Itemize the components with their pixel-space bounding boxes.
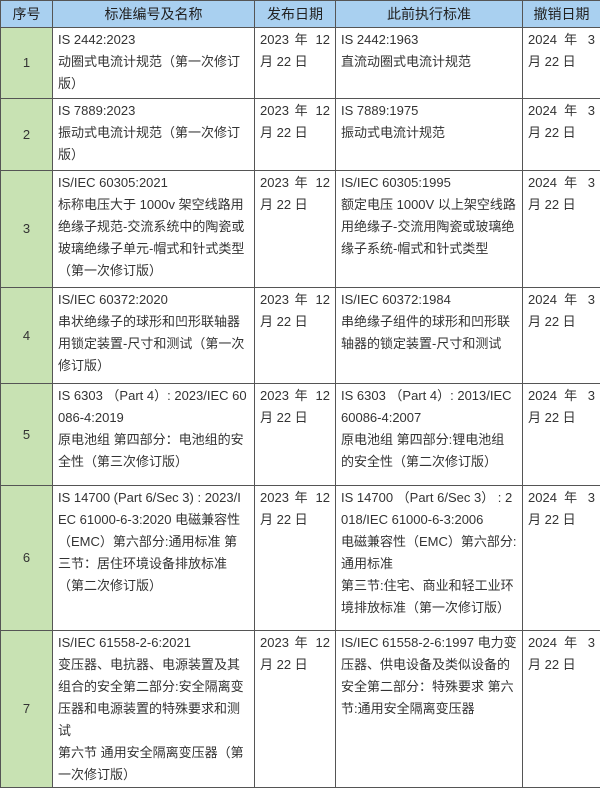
previous-standard-cell-line: 串绝缘子组件的球形和凹形联轴器的锁定装置-尺寸和测试 xyxy=(341,311,517,355)
standard-cell-line: IS/IEC 60305:2021 xyxy=(58,172,249,194)
previous-standard-cell-line: 直流动圈式电流计规范 xyxy=(341,51,517,73)
published-date: 2023 年 12 月 22 日 xyxy=(255,99,336,171)
previous-standard-cell-line: IS/IEC 61558-2-6:1997 电力变压器、供电设备及类似设备的安全… xyxy=(341,632,517,720)
row-index: 3 xyxy=(1,171,53,288)
withdrawn-date: 2024 年 3 月 22 日 xyxy=(523,486,600,631)
published-date: 2023 年 12 月 22 日 xyxy=(255,28,336,99)
standard-cell-line: IS 7889:2023 xyxy=(58,100,249,122)
standard-cell-line: IS/IEC 60372:2020 xyxy=(58,289,249,311)
previous-standard-cell-line: IS/IEC 60372:1984 xyxy=(341,289,517,311)
standard-cell-line: 动圈式电流计规范（第一次修订版） xyxy=(58,51,249,95)
previous-standard-cell-line: IS 2442:1963 xyxy=(341,29,517,51)
previous-standard-cell-line: IS 6303 （Part 4）: 2013/IEC 60086-4:2007 xyxy=(341,385,517,429)
previous-standard-cell-line: IS/IEC 60305:1995 xyxy=(341,172,517,194)
row-index: 6 xyxy=(1,486,53,631)
standard-cell-line: 标称电压大于 1000v 架空线路用绝缘子规范-交流系统中的陶瓷或玻璃绝缘子单元… xyxy=(58,194,249,282)
withdrawn-date: 2024 年 3 月 22 日 xyxy=(523,99,600,171)
previous-standard-cell-line: 原电池组 第四部分:锂电池组的安全性（第二次修订版） xyxy=(341,429,517,473)
previous-standard-cell-line: 额定电压 1000V 以上架空线路用绝缘子-交流用陶瓷或玻璃绝缘子系统-帽式和针… xyxy=(341,194,517,260)
previous-standard-cell-line: IS 14700 （Part 6/Sec 3） : 2018/IEC 61000… xyxy=(341,487,517,531)
standard-cell-line: 振动式电流计规范（第一次修订版） xyxy=(58,122,249,166)
header-standard: 标准编号及名称 xyxy=(53,1,255,28)
previous-standard-cell-line: IS 7889:1975 xyxy=(341,100,517,122)
row-index: 4 xyxy=(1,288,53,384)
published-date: 2023 年 12 月 22 日 xyxy=(255,384,336,486)
header-index: 序号 xyxy=(1,1,53,28)
standard-cell-line: IS 2442:2023 xyxy=(58,29,249,51)
table-header-row: 序号 标准编号及名称 发布日期 此前执行标准 撤销日期 xyxy=(1,1,600,28)
row-index: 2 xyxy=(1,99,53,171)
standard-cell-line: IS 14700 (Part 6/Sec 3) : 2023/IEC 61000… xyxy=(58,487,249,597)
header-withdrawn: 撤销日期 xyxy=(523,1,600,28)
published-date: 2023 年 12 月 22 日 xyxy=(255,288,336,384)
standard-cell-line: 原电池组 第四部分：电池组的安全性（第三次修订版） xyxy=(58,429,249,473)
standard-cell: IS 14700 (Part 6/Sec 3) : 2023/IEC 61000… xyxy=(53,486,255,631)
standard-cell-line: IS 6303 （Part 4）: 2023/IEC 60086-4:2019 xyxy=(58,385,249,429)
published-date: 2023 年 12 月 22 日 xyxy=(255,171,336,288)
row-index: 1 xyxy=(1,28,53,99)
previous-standard-cell-line: 振动式电流计规范 xyxy=(341,122,517,144)
standard-cell-line: IS/IEC 61558-2-6:2021 xyxy=(58,632,249,654)
standard-cell-line: 变压器、电抗器、电源装置及其组合的安全第二部分:安全隔离变压器和电源装置的特殊要… xyxy=(58,654,249,742)
previous-standard-cell-line: 第三节:住宅、商业和轻工业环境排放标准（第一次修订版） xyxy=(341,575,517,619)
withdrawn-date: 2024 年 3 月 22 日 xyxy=(523,28,600,99)
standard-cell-line: 第六节 通用安全隔离变压器（第一次修订版） xyxy=(58,742,249,786)
withdrawn-date: 2024 年 3 月 22 日 xyxy=(523,288,600,384)
published-date: 2023 年 12 月 22 日 xyxy=(255,486,336,631)
standard-cell-line: 串状绝缘子的球形和凹形联轴器用锁定装置-尺寸和测试（第一次修订版） xyxy=(58,311,249,377)
row-index: 5 xyxy=(1,384,53,486)
previous-standard-cell: IS 14700 （Part 6/Sec 3） : 2018/IEC 61000… xyxy=(336,486,523,631)
withdrawn-date: 2024 年 3 月 22 日 xyxy=(523,384,600,486)
previous-standard-cell-line: 电磁兼容性（EMC）第六部分:通用标准 xyxy=(341,531,517,575)
withdrawn-date: 2024 年 3 月 22 日 xyxy=(523,171,600,288)
header-published: 发布日期 xyxy=(255,1,336,28)
header-previous: 此前执行标准 xyxy=(336,1,523,28)
